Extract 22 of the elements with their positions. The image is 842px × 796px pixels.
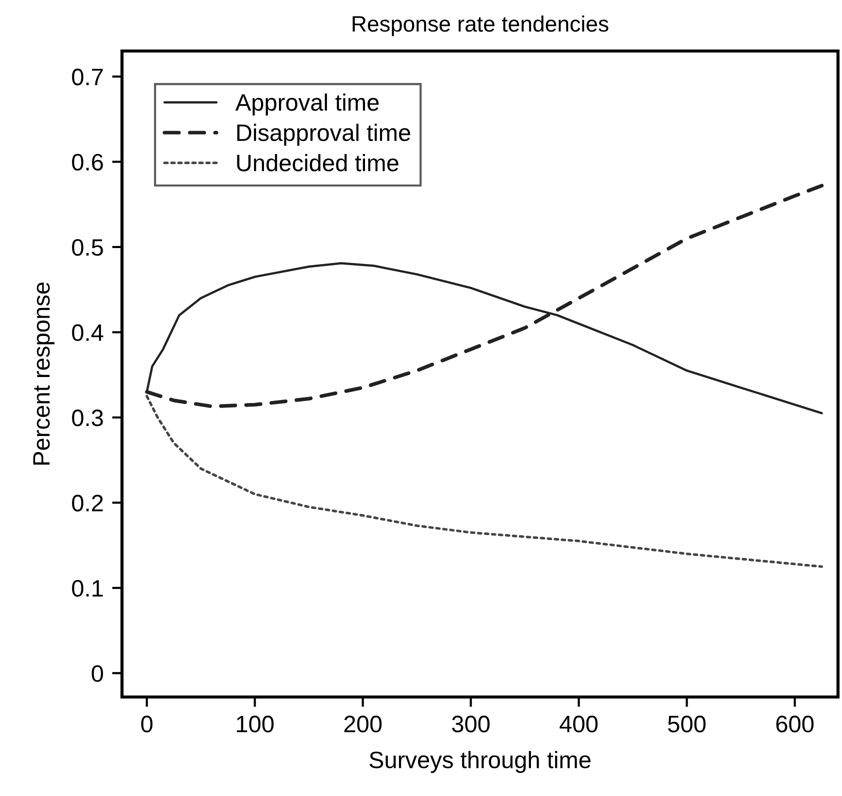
legend-label: Disapproval time xyxy=(237,124,410,146)
x-tick-label: 500 xyxy=(668,716,706,732)
y-tick-label: 0.7 xyxy=(72,68,103,86)
x-tick-label: 200 xyxy=(344,716,382,732)
chart-title: Response rate tendencies xyxy=(352,15,608,36)
y-tick-label: 0 xyxy=(92,665,104,682)
y-tick-label: 0.3 xyxy=(72,410,103,426)
x-tick-label: 100 xyxy=(236,716,274,732)
y-tick-label: 0.4 xyxy=(72,324,104,342)
y-tick-label: 0.5 xyxy=(72,239,103,256)
y-axis-title: Percent response xyxy=(33,282,54,465)
x-tick-label: 600 xyxy=(776,716,814,732)
y-tick-label: 0.2 xyxy=(72,494,103,512)
y-tick-label: 0.1 xyxy=(72,580,103,597)
y-tick-label: 0.6 xyxy=(72,154,103,171)
x-tick-label: 400 xyxy=(560,716,598,732)
x-axis-title: Surveys through time xyxy=(370,750,591,773)
x-tick-label: 0 xyxy=(141,716,152,732)
x-tick-label: 300 xyxy=(452,716,490,732)
line-series xyxy=(146,394,824,568)
legend-label: Approval time xyxy=(235,94,379,116)
legend-label: Undecided time xyxy=(237,154,398,172)
